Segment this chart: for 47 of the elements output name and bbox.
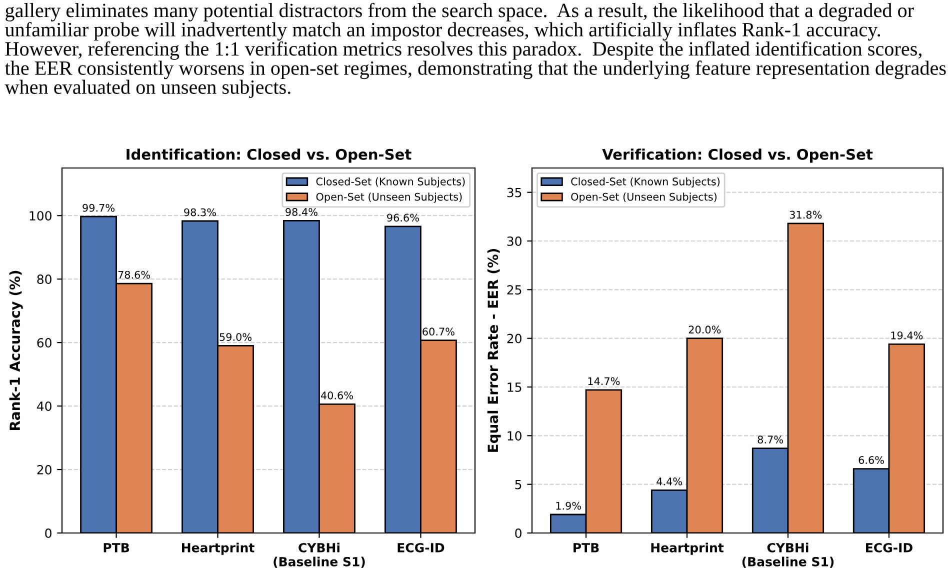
x-tick-label: ECG-ID [866, 542, 912, 552]
chart-title: Verification: Closed vs. Open-Set [602, 148, 873, 163]
data-label: 40.6% [320, 391, 353, 400]
data-label: 59.0% [220, 333, 252, 341]
data-label: 99.7% [82, 204, 114, 212]
y-tick-label: 60 [37, 338, 52, 348]
data-label: 19.4% [891, 332, 923, 340]
data-label: 4.4% [656, 478, 682, 486]
x-tick-label: PTB [574, 543, 599, 552]
legend-label: Open-Set (Unseen Subjects) [571, 192, 717, 203]
x-tick-label: ECG-ID [398, 542, 444, 552]
x-tick-label: CYBHi (Baseline S1) [274, 542, 365, 568]
y-axis-title: Equal Error Rate - EER (%) [487, 249, 501, 452]
text: gallery eliminates many potential distractors from the search space. As a result, the likelihood that a degraded or unfamiliar probe will inadvertently match an impostor decreases, which artificially inflates Rank-1 accuracy. However, referencing the 1:1 verification metrics resolves this paradox. Despite the inflated identification scores, the EER consistently worsens in open-set regimes, demonstrating that the underlying feature representation degrades when evaluated on unseen subjects. [4, 2, 946, 98]
y-tick-label: 35 [507, 188, 522, 198]
x-tick-label: CYBHi (Baseline S1) [742, 542, 834, 568]
data-label: 96.6% [387, 214, 419, 222]
x-tick-label: PTB [104, 543, 130, 552]
y-tick-label: 0 [45, 528, 52, 538]
y-tick-label: 40 [36, 402, 52, 411]
y-tick-label: 80 [37, 274, 52, 284]
data-label: 14.7% [588, 377, 620, 386]
y-tick-label: 25 [507, 285, 522, 295]
y-tick-label: 20 [507, 334, 522, 344]
data-label: 98.3% [184, 208, 216, 216]
y-tick-label: 10 [508, 431, 522, 441]
data-label: 60.7% [422, 328, 454, 336]
chart-title: Identification: Closed vs. Open-Set [126, 148, 412, 163]
data-label: 6.6% [858, 456, 884, 464]
data-label: 8.7% [758, 436, 783, 444]
legend-label: Open-Set (Unseen Subjects) [316, 192, 462, 203]
x-tick-label: Heartprint [651, 542, 724, 555]
y-tick-label: 100 [30, 211, 52, 221]
data-label: 20.0% [688, 326, 721, 334]
y-tick-label: 30 [507, 236, 522, 246]
legend-label: Closed-Set (Known Subjects) [316, 177, 465, 188]
y-tick-label: 0 [515, 528, 522, 538]
y-tick-label: 20 [37, 464, 52, 474]
data-label: 1.9% [556, 502, 582, 510]
y-axis-title: Rank-1 Accuracy (%) [9, 270, 23, 430]
data-label: 98.4% [286, 208, 318, 216]
legend-label: Closed-Set (Known Subjects) [571, 177, 720, 188]
y-tick-label: 15 [508, 382, 522, 392]
data-label: 31.8% [790, 210, 822, 219]
x-tick-label: Heartprint [182, 542, 254, 555]
y-tick-label: 5 [515, 480, 522, 490]
data-label: 78.6% [118, 270, 150, 279]
